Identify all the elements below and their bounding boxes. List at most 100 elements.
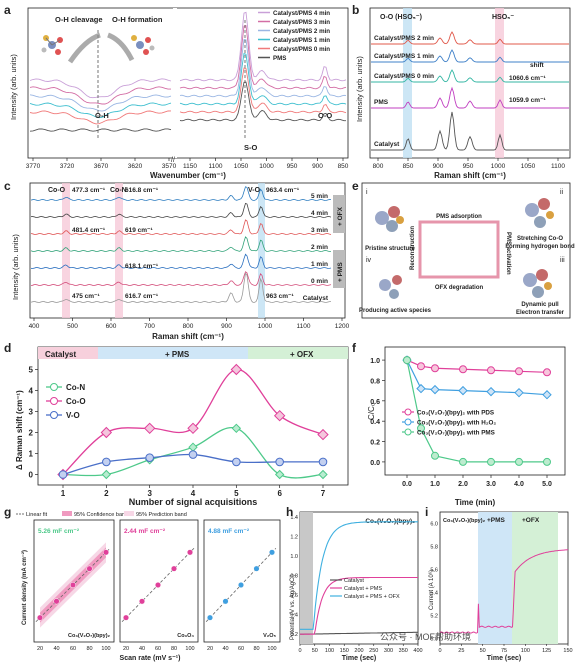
f-point xyxy=(431,364,439,373)
f-xtick: 3.0 xyxy=(486,481,496,488)
g-point xyxy=(206,614,214,621)
i-ytick: 6.0 xyxy=(430,521,438,527)
h-xtick: 300 xyxy=(384,648,393,654)
f-xtick: 5.0 xyxy=(542,481,552,488)
e-stretch1: Stretching Co-O xyxy=(517,236,563,242)
h-xtick: 400 xyxy=(413,648,422,654)
e-structure-iv xyxy=(379,275,402,299)
a-series-right-3 xyxy=(179,52,347,106)
f-point xyxy=(458,385,468,396)
h-xtick: 200 xyxy=(354,648,363,654)
f-line-1 xyxy=(406,359,548,396)
i-xtick: 50 xyxy=(480,648,486,654)
h-xtick: 150 xyxy=(340,648,349,654)
i-xlabel: Time (sec) xyxy=(487,655,522,662)
d-point xyxy=(318,469,328,480)
g-xtick: 80 xyxy=(86,646,92,652)
panel-letter-e: e xyxy=(352,179,359,193)
c-xlabel: Raman shift (cm⁻¹) xyxy=(152,332,224,341)
e-step-ii: ii xyxy=(560,189,564,196)
f-legend-label: Co₃(V₂O₇)(bpy)₂ with H₂O₂ xyxy=(417,420,496,427)
panel-letter-f: f xyxy=(352,341,357,355)
c-ylabel: Intensity (arb. units) xyxy=(11,234,20,300)
panel-letter-c: c xyxy=(4,179,11,193)
g-xtick: 40 xyxy=(139,646,145,652)
h-xlabel: Time (sec) xyxy=(342,655,377,662)
a-oh: O-H xyxy=(95,111,109,120)
panel-f: f C/C₀ Time (min) 0.0 1.0 2.0 3.0 4.0 5.00.00… xyxy=(352,341,566,507)
h-tick-labels: 0 50 100 150 200 250 300 350 400 0.2 0.4 0.6 0.8 1.0 1… xyxy=(290,515,422,654)
a-so: S-O xyxy=(244,143,258,152)
h-xtick: 350 xyxy=(399,648,408,654)
a-series-lines xyxy=(29,11,347,140)
h-legend: Catalyst Catalyst + PMS Catalyst + PMS + O… xyxy=(330,578,400,600)
c-xtick: 500 xyxy=(67,323,78,330)
c-series-name: 3 min xyxy=(311,227,328,234)
c-series-name: 1 min xyxy=(311,261,328,268)
f-line-0 xyxy=(406,359,548,373)
g-point xyxy=(253,565,260,572)
c-series-name: 0 min xyxy=(311,278,328,285)
c-xtick: 800 xyxy=(183,323,194,330)
d-legend-marker xyxy=(50,411,58,419)
i-ytick: 5.2 xyxy=(430,613,438,619)
b-series-1 xyxy=(371,49,569,63)
d-point xyxy=(273,409,286,422)
g-material-label: Co₃O₄ xyxy=(177,633,194,639)
a-legend-label: Catalyst/PMS 3 min xyxy=(273,19,330,26)
d-ytick: 5 xyxy=(29,366,34,375)
f-point xyxy=(417,362,425,371)
svg-text://: // xyxy=(171,157,175,164)
g-xtick: 60 xyxy=(155,646,161,652)
d-xtick: 5 xyxy=(234,489,239,498)
g-subplot-frame xyxy=(119,519,199,643)
a-tick-labels: 3770 3720 3670 3620 3570 1150 1100 1050 1000 950 9… xyxy=(26,158,349,170)
g-legend-label: Linear fit xyxy=(26,512,48,518)
c-xtick: 400 xyxy=(29,323,40,330)
a-xtick: 3670 xyxy=(94,163,109,170)
c-vo: V-O xyxy=(248,187,261,194)
panel-e: e i ii iii iv Pristine structure Stretch… xyxy=(352,179,575,319)
d-legend-marker xyxy=(50,397,58,405)
f-legend-label: Co₃(V₂O₇)(bpy)₂ with PMS xyxy=(417,430,495,437)
c-series-3 xyxy=(30,236,332,252)
b-xtick: 1050 xyxy=(521,163,536,170)
panel-d: d Catalyst + PMS + OFX Δ Raman shift (cm… xyxy=(4,341,349,507)
d-legend: Co-N Co-O V-O xyxy=(46,383,86,420)
f-ytick: 0.6 xyxy=(370,399,380,406)
d-ytick: 4 xyxy=(29,387,34,396)
b-series-name: Catalyst xyxy=(374,141,400,148)
d-legend-label: Co-N xyxy=(66,383,85,392)
panel-a: a Intensity (arb. units) Wavenumber (cm⁻… xyxy=(4,3,349,180)
h-ytick: 0.4 xyxy=(290,613,298,619)
d-point xyxy=(58,470,68,479)
a-molecule-right xyxy=(131,35,155,55)
c-series-lines xyxy=(30,186,332,303)
b-series-0 xyxy=(371,31,569,45)
i-xtick: 100 xyxy=(521,648,530,654)
b-xtick: 1000 xyxy=(491,163,506,170)
a-oo: O-O xyxy=(318,111,332,120)
b-v1: 1060.6 cm⁻¹ xyxy=(509,75,546,82)
d-ylabel: Δ Raman shift (cm⁻¹) xyxy=(15,390,24,470)
i-ytick: 5.8 xyxy=(430,544,438,550)
h-ytick: 0.2 xyxy=(290,632,298,638)
g-point xyxy=(53,598,60,605)
h-series xyxy=(300,521,418,635)
a-series-left-2 xyxy=(29,94,172,112)
f-legend-marker xyxy=(404,408,412,416)
f-tick-labels: 0.0 1.0 2.0 3.0 4.0 5.0 0.0 0.2 0.4 0.6 0.8 1.0 xyxy=(370,358,552,488)
a-series-right-5 xyxy=(179,81,346,122)
g-legend-label: 95% Confidence band xyxy=(74,512,128,518)
panel-letter-g: g xyxy=(4,505,11,519)
c-series-6 xyxy=(30,272,331,303)
g-xtick: 80 xyxy=(171,646,177,652)
d-legend-label: V-O xyxy=(66,411,80,420)
f-point xyxy=(514,387,524,398)
b-xtick: 800 xyxy=(373,163,384,170)
g-legend-swatch xyxy=(62,511,72,516)
d-ytick: 2 xyxy=(29,429,34,438)
b-ylabel: Intensity (arb. units) xyxy=(355,56,364,122)
g-ylabel: Current density (mA cm⁻²) xyxy=(21,550,28,625)
b-xtick: 950 xyxy=(463,163,474,170)
